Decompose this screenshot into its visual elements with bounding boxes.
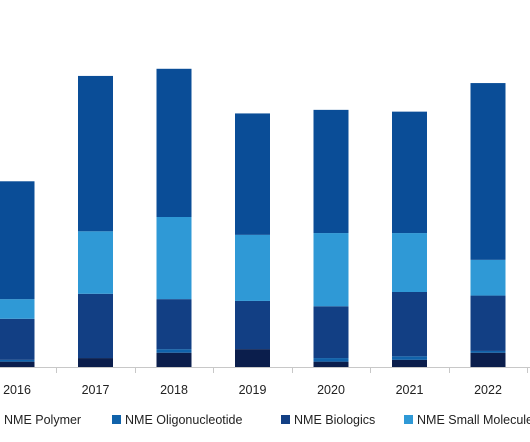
bar-segment-series-5-2020	[313, 109, 349, 234]
x-tick-label: 2022	[474, 383, 502, 397]
legend-swatch	[112, 415, 121, 424]
bar-segment-nme-biologics-2018	[156, 299, 192, 350]
bars-layer	[0, 68, 506, 367]
bar-segment-nme-biologics-2020	[313, 306, 349, 359]
bar-segment-nme-biologics-2017	[78, 293, 113, 359]
bar-segment-series-5-2022	[470, 83, 506, 260]
bar-segment-nme-oligonucleotide-2021	[392, 356, 427, 360]
x-tick-label: 2018	[160, 383, 188, 397]
bar-segment-nme-small-molecule-2017	[78, 231, 113, 294]
bar-segment-nme-small-molecule-2021	[392, 233, 427, 292]
bar-segment-nme-biologics-2016	[0, 318, 35, 360]
x-tick-marks	[56, 367, 528, 373]
x-tick-label: 2020	[317, 383, 345, 397]
x-tick-labels: 2016 2017 2018 2019 2020 2021 2022	[3, 383, 502, 397]
bar-segment-nme-oligonucleotide-2016	[0, 359, 35, 362]
bar-segment-nme-oligonucleotide-2018	[156, 349, 192, 353]
bar-segment-nme-polymer-2018	[156, 352, 192, 367]
legend-label: NME Oligonucleotide	[125, 413, 242, 427]
legend-item-nme-biologics: NME Biologics	[281, 413, 375, 427]
x-tick-label: 2019	[239, 383, 267, 397]
bar-segment-nme-biologics-2019	[235, 300, 270, 350]
bar-segment-series-5-2021	[392, 111, 427, 234]
bar-segment-nme-small-molecule-2018	[156, 217, 192, 300]
bar-segment-nme-oligonucleotide-2022	[470, 350, 506, 353]
bar-segment-nme-polymer-2021	[392, 359, 427, 367]
bar-segment-series-5-2017	[78, 75, 113, 232]
legend-item-nme-polymer: NME Polymer	[4, 413, 81, 427]
bar-segment-nme-small-molecule-2022	[470, 259, 506, 296]
x-tick-label: 2016	[3, 383, 31, 397]
legend: NME Polymer NME Oligonucleotide NME Biolog…	[4, 413, 530, 427]
bar-segment-series-5-2018	[156, 68, 192, 217]
bar-segment-nme-small-molecule-2016	[0, 299, 35, 319]
bar-segment-nme-biologics-2021	[392, 292, 427, 357]
legend-swatch	[281, 415, 290, 424]
legend-item-nme-small-molecule: NME Small Molecule	[404, 413, 530, 427]
bar-segment-nme-polymer-2022	[470, 352, 506, 367]
bar-segment-nme-polymer-2016	[0, 361, 35, 367]
bar-segment-nme-polymer-2017	[78, 358, 113, 367]
legend-item-nme-oligonucleotide: NME Oligonucleotide	[112, 413, 242, 427]
bar-segment-nme-small-molecule-2020	[313, 233, 349, 307]
bar-segment-nme-biologics-2022	[470, 295, 506, 351]
bar-segment-nme-polymer-2020	[313, 361, 349, 367]
legend-swatch	[404, 415, 413, 424]
bar-segment-series-5-2016	[0, 181, 35, 300]
x-tick-label: 2021	[396, 383, 424, 397]
x-tick-label: 2017	[82, 383, 110, 397]
bar-segment-series-5-2019	[235, 113, 270, 235]
legend-label: NME Biologics	[294, 413, 375, 427]
legend-label: NME Small Molecule	[417, 413, 530, 427]
bar-segment-nme-oligonucleotide-2020	[313, 358, 349, 362]
legend-label: NME Polymer	[4, 413, 81, 427]
bar-segment-nme-small-molecule-2019	[235, 234, 270, 301]
bar-segment-nme-polymer-2019	[235, 349, 270, 367]
